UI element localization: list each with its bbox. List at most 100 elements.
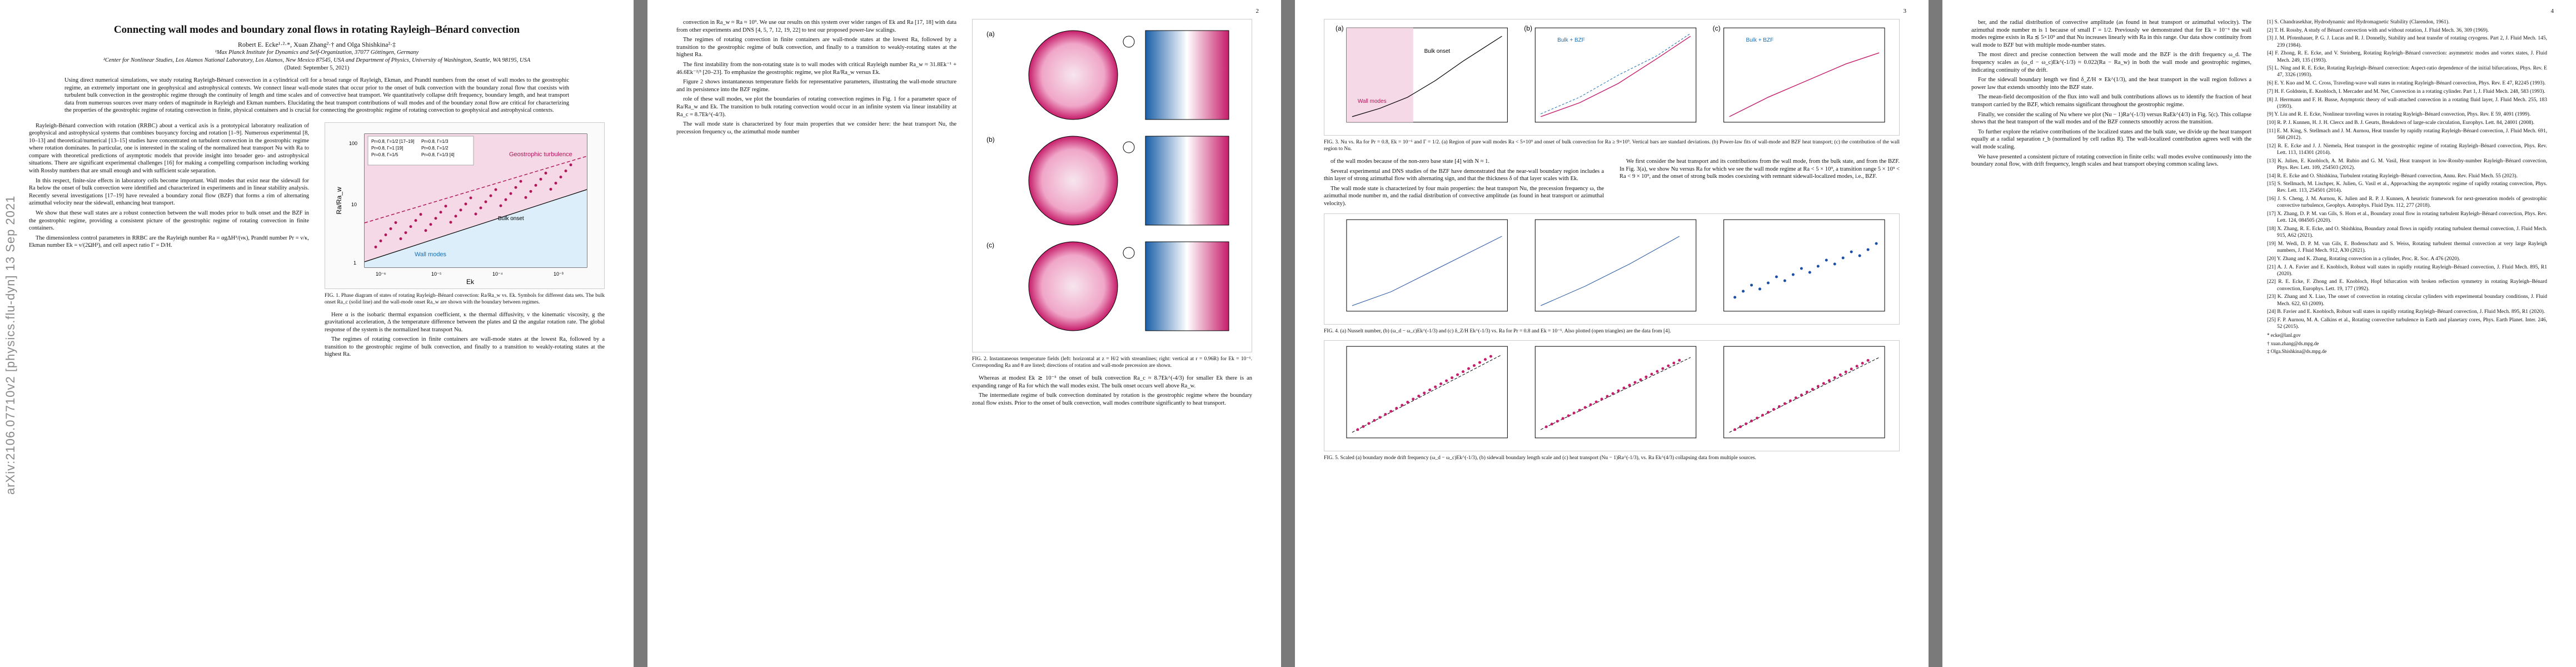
reference-item: [3] J. M. Pfotenhauer, P. G. J. Lucas an… <box>2267 36 2547 48</box>
paragraph: The mean-field decomposition of the flux… <box>1971 94 2251 108</box>
data-point <box>474 212 477 215</box>
y-tick: 10 <box>351 202 357 207</box>
reference-item: [18] X. Zhang, R. E. Ecke, and O. Shishk… <box>2267 226 2547 239</box>
paragraph: Whereas at modest Ek ≳ 10⁻⁵ the onset of… <box>972 375 1252 389</box>
rotation-arrow-icon <box>1123 36 1135 48</box>
data-point <box>1645 375 1648 379</box>
paragraph: The first instability from the non-rotat… <box>676 61 956 76</box>
legend-entry: Pr=0.8, Γ=1/3 <box>421 139 449 144</box>
figure-1: Geostrophic turbulence Wall modes Bulk o… <box>325 122 605 289</box>
data-point <box>374 245 377 248</box>
footnote: ‡ Olga.Shishkina@ds.mpg.de <box>2267 349 2327 355</box>
data-point <box>559 175 562 178</box>
data-point <box>449 220 452 223</box>
data-point <box>499 204 502 207</box>
data-point <box>1822 381 1825 385</box>
paragraph: Here α is the isobaric thermal expansion… <box>325 311 605 333</box>
data-point <box>1401 404 1404 407</box>
data-point <box>1875 242 1878 245</box>
data-point <box>1567 414 1570 417</box>
legend-entry: Pr=0.8, Γ=1/5 <box>371 152 398 157</box>
data-point <box>419 212 422 216</box>
data-point <box>1439 382 1443 385</box>
data-point <box>1622 386 1626 390</box>
data-point <box>1472 364 1476 367</box>
data-point <box>469 196 472 199</box>
reference-item: [16] J. S. Cheng, J. M. Aurnou, K. Julie… <box>2267 196 2547 209</box>
data-point <box>409 225 412 228</box>
data-point <box>509 192 512 195</box>
reference-item: [15] S. Stellmach, M. Lischper, K. Julie… <box>2267 181 2547 194</box>
data-point <box>1833 262 1836 266</box>
legend-entry: Pr=0.8, Γ=1/2 [17–19] <box>371 139 414 144</box>
data-point <box>479 206 482 210</box>
y-axis-label: Ra/Ra_w <box>335 186 343 214</box>
data-point <box>1628 384 1631 387</box>
data-point <box>1825 258 1828 262</box>
data-point <box>1850 250 1853 253</box>
data-point <box>1745 422 1748 425</box>
paragraph: We have presented a consistent picture o… <box>1971 153 2251 168</box>
paper-title: Connecting wall modes and boundary zonal… <box>113 24 520 36</box>
paragraph: Several experimental and DNS studies of … <box>1324 168 1604 182</box>
y-tick: 100 <box>349 141 357 146</box>
page-3: 3 (a) Wall modes Bulk onset (b) Bulk + B… <box>1295 0 1929 667</box>
paragraph: The intermediate regime of bulk convecti… <box>972 392 1252 406</box>
data-point <box>1417 394 1421 397</box>
figure-1-caption: FIG. 1. Phase diagram of states of rotat… <box>325 292 605 305</box>
page-number: 4 <box>2550 8 2554 14</box>
legend: Pr=0.8, Γ=1/2 [17–19] Pr=0.8, Γ=1 [19] P… <box>367 136 474 165</box>
data-point <box>1600 397 1603 401</box>
reference-item: [9] Y. Liu and R. E. Ecke, Nonlinear tra… <box>2267 112 2531 118</box>
data-point <box>1406 400 1409 404</box>
region-label-bulk: Bulk onset <box>498 216 524 222</box>
reference-item: [13] K. Julien, E. Knobloch, A. M. Rubio… <box>2267 158 2547 171</box>
data-point <box>1456 373 1459 376</box>
panel-a: (a) Wall modes Bulk onset <box>1336 24 1508 123</box>
x-axis-label: Ek <box>466 278 475 286</box>
reference-item: [23] K. Zhang and X. Liao, The onset of … <box>2267 294 2547 307</box>
reference-item: [2] T. H. Rossby, A study of Bénard conv… <box>2267 27 2489 33</box>
data-points <box>1733 242 1878 298</box>
data-point <box>494 188 497 191</box>
annotation: Bulk + BZF <box>1746 37 1774 43</box>
rotation-arrow-icon <box>1123 141 1135 153</box>
data-point <box>554 181 557 185</box>
data-point <box>1750 419 1753 422</box>
page2-column-left: convection in Ra_w ≈ Ra ≈ 10⁹. We use ou… <box>676 19 956 409</box>
page-number: 3 <box>1903 8 1907 14</box>
data-point <box>1866 248 1870 251</box>
data-point <box>439 210 442 213</box>
reference-item: [7] H. F. Goldstein, E. Knobloch, I. Mer… <box>2267 88 2545 94</box>
footnote: * ecke@lanl.gov <box>2267 332 2301 338</box>
data-point <box>1844 370 1847 374</box>
data-point <box>1750 283 1753 287</box>
paper-date: (Dated: September 5, 2021) <box>284 65 350 71</box>
data-point <box>564 169 567 172</box>
data-point <box>1766 410 1770 414</box>
data-point <box>1356 427 1359 431</box>
data-point <box>1428 388 1432 391</box>
paragraph: Finally, we consider the scaling of Nu w… <box>1971 111 2251 126</box>
paragraph: The wall mode state is characterized by … <box>676 121 956 135</box>
data-point <box>1827 379 1831 382</box>
data-point <box>489 194 492 197</box>
annotation: Wall modes <box>1358 98 1387 104</box>
paragraph: We show that these wall states are a rob… <box>29 210 309 232</box>
paragraph: The dimensionless control parameters in … <box>29 235 309 249</box>
data-point <box>1805 390 1808 394</box>
data-point <box>544 171 547 175</box>
figure-3: (a) Wall modes Bulk onset (b) Bulk + BZF… <box>1324 19 1900 136</box>
page-4: 4 ber, and the radial distribution of co… <box>1942 0 2576 667</box>
paragraph: role of these wall modes, we plot the bo… <box>676 96 956 118</box>
paragraph: In this respect, finite-size effects in … <box>29 177 309 207</box>
temperature-field-figure: (a) (b) (c) <box>986 30 1229 331</box>
x-tick: 10⁻⁴ <box>492 271 503 277</box>
page-2: 2 convection in Ra_w ≈ Ra ≈ 10⁹. We use … <box>647 0 1281 667</box>
data-point <box>389 227 392 230</box>
figure-5 <box>1324 340 1900 451</box>
scaling-figure-5 <box>1346 346 1885 438</box>
page2-column-right: (a) (b) (c) FIG. 2. Instantaneous temper… <box>972 19 1252 409</box>
data-point <box>1783 402 1786 405</box>
data-point <box>1850 367 1853 370</box>
